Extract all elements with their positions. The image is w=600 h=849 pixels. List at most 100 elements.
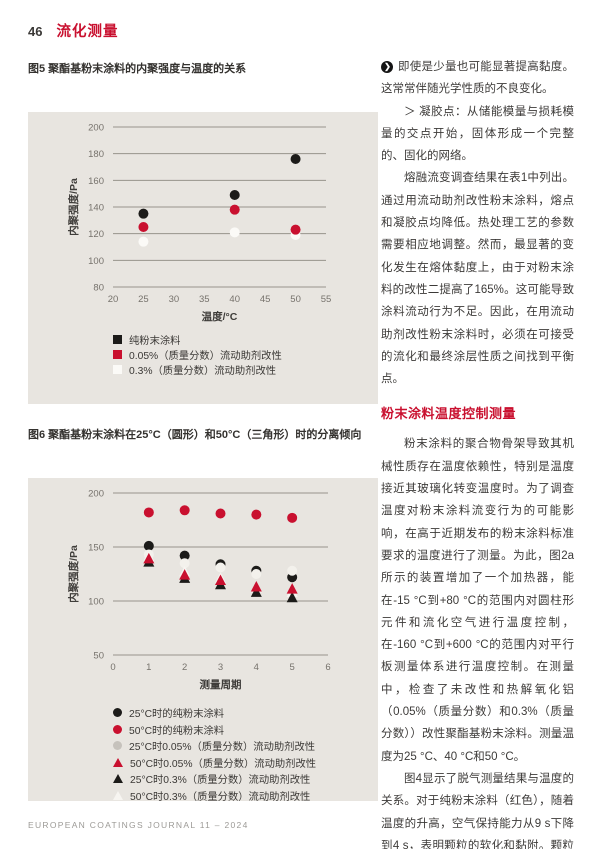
paragraph: 图4显示了脱气测量结果与温度的关系。对于纯粉末涂料（红色），随着温度的升高，空气…	[381, 772, 574, 849]
article-column: ❯ 即使是少量也可能显著提高黏度。这常常伴随光学性质的不良变化。 ＞ 凝胶点：从储…	[381, 56, 574, 849]
x-tick-label: 6	[325, 662, 330, 673]
figure6-caption: 图6 聚酯基粉末涂料在25°C（圆形）和50°C（三角形）时的分离倾向	[28, 429, 362, 441]
x-tick-label: 0	[110, 662, 115, 673]
data-point	[138, 236, 149, 247]
data-point	[143, 540, 154, 551]
y-tick-label: 80	[93, 283, 104, 294]
y-tick-label: 140	[88, 203, 104, 214]
circle-marker-icon	[113, 724, 122, 734]
data-point	[251, 509, 262, 520]
y-tick-label: 200	[88, 123, 104, 134]
data-point	[286, 583, 298, 594]
legend-item: 0.05%（质量分数）流动助剂改性	[113, 347, 282, 362]
y-tick-label: 100	[88, 597, 104, 608]
paragraph-continued: ❯ 即使是少量也可能显著提高黏度。这常常伴随光学性质的不良变化。	[381, 56, 574, 101]
data-point	[179, 558, 190, 569]
data-point	[287, 565, 298, 576]
y-tick-label: 200	[88, 489, 104, 500]
x-tick-label: 5	[290, 662, 295, 673]
page-header: 46 流化测量	[28, 20, 118, 41]
x-tick-label: 2	[182, 662, 187, 673]
y-tick-label: 180	[88, 149, 104, 160]
legend-label: 0.05%（质量分数）流动助剂改性	[129, 350, 282, 362]
legend-label: 50°C时的纯粉末涂料	[129, 725, 225, 737]
paragraph: 粉末涂料的聚合物骨架导致其机械性质存在温度依赖性，特别是温度接近其玻璃化转变温度…	[381, 438, 574, 763]
data-point	[287, 512, 298, 523]
square-marker-icon	[113, 364, 122, 374]
legend-item: 25°C时的纯粉末涂料	[113, 705, 316, 721]
y-tick-label: 150	[88, 543, 104, 554]
chart-legend: 25°C时的纯粉末涂料 50°C时的纯粉末涂料 25°C时0.05%（质量分数）流动…	[113, 705, 316, 804]
figure5-chart: 80 100 120 140 160 180 200 20 25 30 35 40 45 50 55 温度/°…	[28, 112, 378, 404]
x-axis-title: 温度/°C	[202, 310, 238, 323]
data-point	[229, 190, 240, 200]
triangle-marker-icon	[113, 790, 123, 800]
figure6-chart: 50 100 150 200 0 1 2 3 4 5 6 测量周期 内聚强度/Pa 25°C时的纯粉末涂料…	[28, 478, 378, 804]
legend-item: 50°C时0.3%（质量分数）流动助剂改性	[113, 788, 316, 804]
x-tick-label: 4	[254, 662, 259, 673]
y-tick-label: 50	[93, 651, 104, 662]
data-point	[179, 550, 190, 561]
chart-plot-area: 80 100 120 140 160 180 200 20 25 30 35 40 45 50 55 温度/°…	[67, 123, 332, 324]
legend-item: 25°C时0.3%（质量分数）流动助剂改性	[113, 771, 316, 787]
journal-footer: EUROPEAN COATINGS JOURNAL 11 – 2024	[28, 820, 249, 830]
legend-label: 25°C时的纯粉末涂料	[129, 709, 225, 721]
data-point	[286, 591, 298, 603]
x-tick-label: 45	[260, 294, 271, 305]
legend-item: 纯粉末涂料	[113, 332, 282, 347]
data-point	[143, 507, 154, 518]
legend-label: 25°C时0.3%（质量分数）流动助剂改性	[130, 775, 311, 787]
data-point	[138, 222, 149, 232]
data-point	[250, 586, 262, 597]
x-tick-label: 55	[321, 294, 332, 305]
section-title: 流化测量	[56, 24, 119, 40]
x-tick-label: 40	[229, 294, 240, 305]
data-point	[229, 204, 240, 215]
x-tick-label: 20	[108, 294, 119, 305]
legend-label: 50°C时0.05%（质量分数）流动助剂改性	[130, 758, 317, 770]
data-point	[290, 154, 301, 164]
y-tick-label: 100	[88, 256, 104, 267]
figure5-caption: 图5 聚酯基粉末涂料的内聚强度与温度的关系	[28, 63, 247, 75]
chart-legend: 纯粉末涂料 0.05%（质量分数）流动助剂改性 0.3%（质量分数）流动助剂改性	[113, 332, 282, 377]
data-point	[290, 224, 301, 235]
circle-marker-icon	[113, 708, 122, 718]
data-point	[229, 227, 240, 238]
legend-label: 50°C时0.3%（质量分数）流动助剂改性	[130, 791, 311, 803]
x-axis-title: 测量周期	[200, 678, 242, 691]
legend-label: 0.3%（质量分数）流动助剂改性	[129, 365, 277, 377]
paragraph: ＞ 凝胶点：从储能模量与损耗模量的交点开始，固体形成一个完整的、固化的网络。	[381, 105, 574, 163]
legend-label: 纯粉末涂料	[129, 335, 181, 347]
triangle-marker-icon	[113, 774, 123, 784]
x-tick-label: 30	[169, 294, 180, 305]
x-tick-label: 50	[290, 294, 301, 305]
square-marker-icon	[113, 334, 122, 344]
paragraph: 熔融流变调查结果在表1中列出。通过用流动助剂改性粉末涂料，熔点和凝胶点均降低。热…	[381, 172, 574, 386]
circle-marker-icon	[113, 741, 122, 751]
data-point	[179, 569, 191, 580]
data-point	[143, 552, 155, 564]
x-tick-label: 1	[146, 662, 151, 673]
legend-item: 25°C时0.05%（质量分数）流动助剂改性	[113, 738, 316, 754]
legend-item: 0.3%（质量分数）流动助剂改性	[113, 362, 282, 377]
y-axis-title: 内聚强度/Pa	[67, 545, 80, 603]
square-marker-icon	[113, 349, 122, 359]
x-tick-label: 3	[218, 662, 223, 673]
legend-item: 50°C时的纯粉末涂料	[113, 722, 316, 738]
article-subheading: 粉末涂料温度控制测量	[381, 406, 517, 422]
y-tick-label: 120	[88, 229, 104, 240]
paragraph-text: 即使是少量也可能显著提高黏度。这常常伴随光学性质的不良变化。	[381, 61, 574, 96]
legend-item: 50°C时0.05%（质量分数）流动助剂改性	[113, 755, 316, 771]
data-point	[215, 562, 226, 573]
chevron-right-circle-icon: ❯	[381, 61, 393, 73]
data-point	[251, 569, 262, 579]
chart-plot-area: 50 100 150 200 0 1 2 3 4 5 6 测量周期 内聚强度/Pa	[67, 489, 331, 692]
y-tick-label: 160	[88, 176, 104, 187]
data-point	[179, 505, 190, 516]
x-tick-label: 35	[199, 294, 210, 305]
data-point	[138, 208, 149, 219]
data-point	[250, 580, 262, 592]
data-point	[215, 508, 226, 519]
triangle-marker-icon	[113, 757, 123, 767]
